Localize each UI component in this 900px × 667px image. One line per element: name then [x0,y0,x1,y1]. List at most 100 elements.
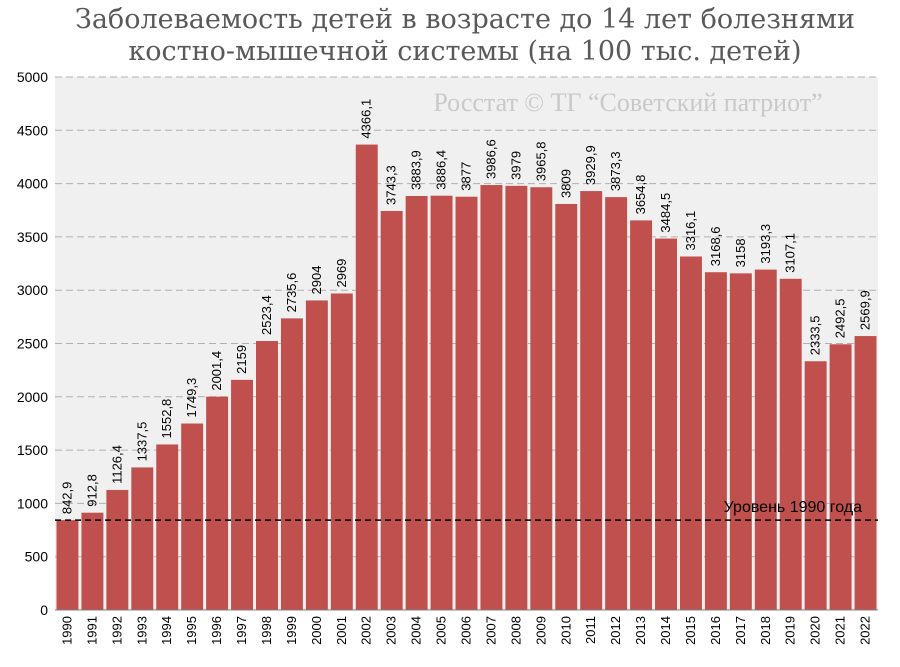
x-tick-label: 2005 [434,616,449,645]
x-tick-label: 2015 [683,616,698,645]
data-label: 2904 [309,266,324,295]
x-tick-label: 1991 [84,616,99,645]
x-tick-label: 1999 [284,616,299,645]
x-tick-label: 1995 [184,616,199,645]
bar [754,269,777,610]
data-label: 2333,5 [808,315,823,355]
bar [505,185,528,610]
bar [729,273,752,610]
bar [779,278,802,610]
y-tick-label: 1500 [17,442,48,458]
bar [231,379,254,610]
chart-title-line1: Заболеваемость детей в возрасте до 14 ле… [75,4,855,35]
data-label: 3965,8 [533,141,548,181]
bar [405,195,428,610]
x-tick-label: 2001 [334,616,349,645]
x-tick-label: 2003 [384,616,399,645]
y-tick-label: 3500 [17,229,48,245]
data-label: 1337,5 [134,422,149,462]
x-tick-label: 2019 [783,616,798,645]
data-label: 3743,3 [384,165,399,205]
watermark: Росстат © ТГ “Советский патриот” [433,88,822,117]
data-label: 3979 [508,151,523,180]
bar [181,423,204,610]
x-tick-label: 2006 [459,616,474,645]
data-label: 3877 [459,162,474,191]
bar [81,512,104,610]
x-tick-label: 1996 [209,616,224,645]
bar [430,195,453,610]
chart-title: Заболеваемость детей в возрасте до 14 ле… [0,4,900,68]
data-label: 2001,4 [209,351,224,391]
x-tick-label: 1990 [59,616,74,645]
bar [679,256,702,610]
x-tick-label: 2004 [409,616,424,645]
data-labels: 842,9 912,8 1126,4 1337,5 1552,8 1749,3 2001,4… [59,99,872,514]
y-axis-ticks: 0 500 1000 1500 2000 2500 3000 3500 4000 4500 5000 [17,69,48,618]
x-tick-label: 2021 [833,616,848,645]
bar [131,467,154,610]
bar [56,520,79,610]
bar [256,341,278,610]
x-tick-label: 2008 [508,616,523,645]
y-tick-label: 1000 [17,495,48,511]
y-tick-label: 500 [25,549,49,565]
y-tick-label: 4500 [17,122,48,138]
bar [854,336,877,610]
x-tick-label: 2017 [733,616,748,645]
data-label: 3484,5 [658,193,673,233]
bar [106,489,129,610]
x-tick-label: 2011 [583,616,598,644]
bar [630,220,653,610]
x-tick-label: 2012 [608,616,623,645]
x-tick-label: 1993 [134,616,149,645]
y-tick-label: 5000 [17,69,48,85]
bar [530,187,553,610]
data-label: 1552,8 [159,399,174,439]
bars [56,144,877,611]
y-tick-label: 3000 [17,282,48,298]
x-tick-label: 2009 [533,616,548,645]
bar [555,203,578,610]
bar [206,396,229,610]
x-tick-label: 2013 [633,616,648,645]
bar [355,144,378,611]
bar [704,272,727,610]
x-tick-label: 1994 [159,616,174,645]
bar [280,318,303,610]
data-label: 2969 [334,259,349,288]
bar [156,444,179,610]
data-label: 3654,8 [633,175,648,215]
data-label: 3809 [558,169,573,198]
bar [380,210,403,610]
bar [480,185,503,610]
bar [305,300,328,610]
data-label: 1126,4 [109,445,124,484]
x-axis-ticks: 1990 1991 1992 1993 1994 1995 1996 1997 1998 1999… [59,616,872,645]
data-label: 3316,1 [683,211,698,251]
bar [455,196,478,611]
data-label: 2735,6 [284,273,299,313]
y-tick-label: 2500 [17,336,48,352]
data-label: 3158 [733,238,748,267]
data-label: 3986,6 [483,139,498,179]
data-label: 3193,3 [758,224,773,264]
x-tick-label: 1992 [109,616,124,645]
x-tick-label: 2007 [483,616,498,645]
data-label: 3107,1 [783,233,798,273]
x-tick-label: 2018 [758,616,773,645]
x-tick-label: 2020 [808,616,823,645]
data-label: 3873,3 [608,151,623,191]
x-tick-label: 2010 [558,616,573,645]
bar [605,197,628,611]
bar [580,191,603,610]
y-tick-label: 2000 [17,389,48,405]
data-label: 4366,1 [359,99,374,139]
x-tick-label: 2022 [858,616,873,645]
data-label: 3168,6 [708,226,723,266]
data-label: 3929,9 [583,145,598,185]
y-tick-label: 0 [40,602,48,618]
x-tick-label: 1997 [234,616,249,645]
x-tick-label: 2002 [359,616,374,645]
bar [655,238,677,610]
